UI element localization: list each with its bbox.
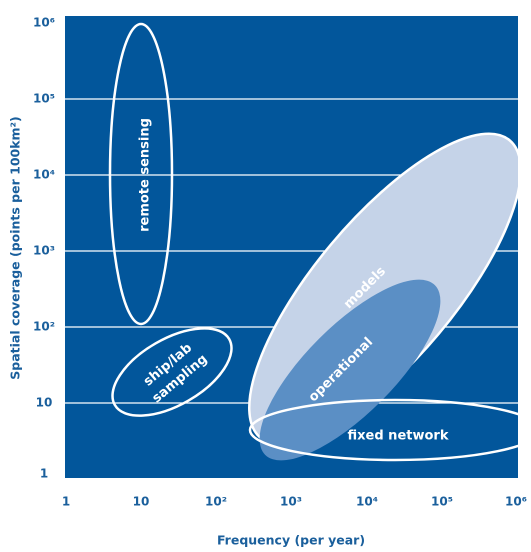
y-axis-title: Spatial coverage (points per 100km²) (8, 116, 23, 379)
fixed-network-label: fixed network (348, 429, 449, 444)
ship-lab-region (111, 327, 233, 417)
y-tick-label: 10⁶ (33, 16, 55, 30)
x-axis-title: Frequency (per year) (217, 533, 365, 548)
y-tick-label: 1 (40, 467, 48, 481)
x-tick-label: 10⁴ (356, 495, 378, 509)
y-tick-label: 10² (33, 320, 55, 334)
y-tick-label: 10³ (33, 244, 55, 258)
x-tick-label: 10 (133, 495, 150, 509)
x-tick-label: 10⁵ (431, 495, 453, 509)
operational-region (259, 279, 441, 461)
x-tick-label: 10³ (280, 495, 302, 509)
x-tick-labels: 1 10 10² 10³ 10⁴ 10⁵ 10⁶ (62, 495, 527, 509)
remote-sensing-region (108, 22, 174, 326)
fixed-network-region (248, 398, 518, 462)
x-tick-label: 10⁶ (505, 495, 527, 509)
remote-sensing-label: remote sensing (138, 118, 153, 232)
y-tick-label: 10 (36, 396, 53, 410)
x-tick-label: 1 (62, 495, 70, 509)
y-tick-label: 10⁵ (33, 92, 55, 106)
y-tick-label: 10⁴ (33, 168, 55, 182)
x-tick-label: 10² (205, 495, 227, 509)
y-tick-labels: 1 10 10² 10³ 10⁴ 10⁵ 10⁶ (33, 16, 55, 481)
